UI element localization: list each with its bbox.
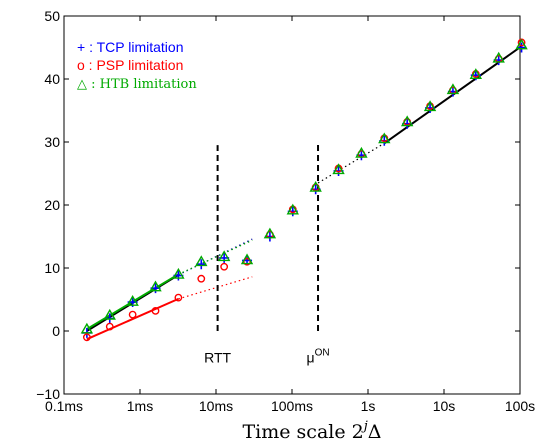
y-tick-label: 40 [44,71,60,87]
x-tick-label: 10ms [199,398,233,414]
y-tick-label: 50 [44,8,60,24]
psp-circle-marker [197,274,206,283]
reference-line-label: μON [306,348,329,366]
y-tick-label: 30 [44,134,60,150]
htb-triangle-marker [240,253,254,265]
legend-text: : PSP limitation [85,57,184,73]
tcp-plus-marker [516,42,527,53]
x-axis-label-tail: Δ [368,421,382,443]
htb-triangle-marker [355,146,368,158]
axes: 0.1ms 1ms 10ms 100ms 1s 10s 100s −10 0 10 20 30 40 50 [36,8,535,414]
psp-circle-marker [128,310,137,319]
reference-line-label: RTT [204,350,231,366]
htb-triangle-marker [286,203,299,215]
x-axis-label: Time scale 2jΔ [243,419,382,443]
psp-circle-marker [220,262,229,271]
htb-triangle-marker [126,294,139,306]
y-tick-label: −10 [36,386,60,402]
y-tick-label: 10 [44,260,60,276]
psp-circle-marker [82,333,91,342]
htb-triangle-marker [446,83,460,95]
fit-line-dotted [178,239,253,275]
legend-entry: o : PSP limitation [77,57,183,73]
htb-triangle-marker [332,163,345,175]
psp-circle-marker [174,293,183,302]
htb-triangle-marker [400,115,414,127]
data-markers [80,38,528,342]
legend-text: : HTB limitation [87,77,197,92]
psp-circle-marker [151,306,160,315]
reference-line-label-main: RTT [204,350,231,366]
x-tick-label: 1s [361,398,376,414]
legend-marker: o [77,57,85,73]
legend-text: : TCP limitation [85,39,183,55]
legend-marker: + [77,39,85,55]
htb-triangle-marker [172,267,185,279]
x-tick-label: 10s [433,398,456,414]
htb-triangle-marker [217,250,231,262]
fit-line [86,297,179,341]
htb-triangle-marker [149,280,162,292]
htb-triangle-marker [80,322,94,334]
reference-line-label-main: μ [306,350,314,366]
reference-line-label-sup: ON [315,348,330,359]
htb-triangle-marker [195,255,208,267]
legend-entry: + : TCP limitation [77,39,183,55]
x-axis-label-main: Time scale 2 [243,421,364,443]
reference-lines: RTT μON [204,142,330,366]
legend-entry: △ : HTB limitation [77,77,197,92]
htb-triangle-marker [263,227,277,239]
x-axis-label-sup: j [361,419,368,434]
htb-triangle-marker [469,68,483,80]
y-tick-label: 20 [44,197,60,213]
htb-triangle-marker [103,308,116,320]
x-tick-label: 100ms [271,398,313,414]
x-tick-label: 1ms [127,398,153,414]
fit-line-dotted [317,142,385,184]
htb-triangle-marker [515,38,528,50]
tcp-plus-marker [196,259,207,270]
htb-triangle-marker [309,180,322,192]
x-tick-label: 0.1ms [45,398,83,414]
x-tick-label: 100s [505,398,535,414]
legend-marker: △ [77,77,87,92]
htb-triangle-marker [378,132,391,144]
psp-circle-marker [105,322,114,331]
htb-triangle-marker [423,100,437,112]
y-tick-label: 0 [52,323,60,339]
htb-triangle-marker [492,51,505,63]
fit-line-dotted [178,276,253,300]
